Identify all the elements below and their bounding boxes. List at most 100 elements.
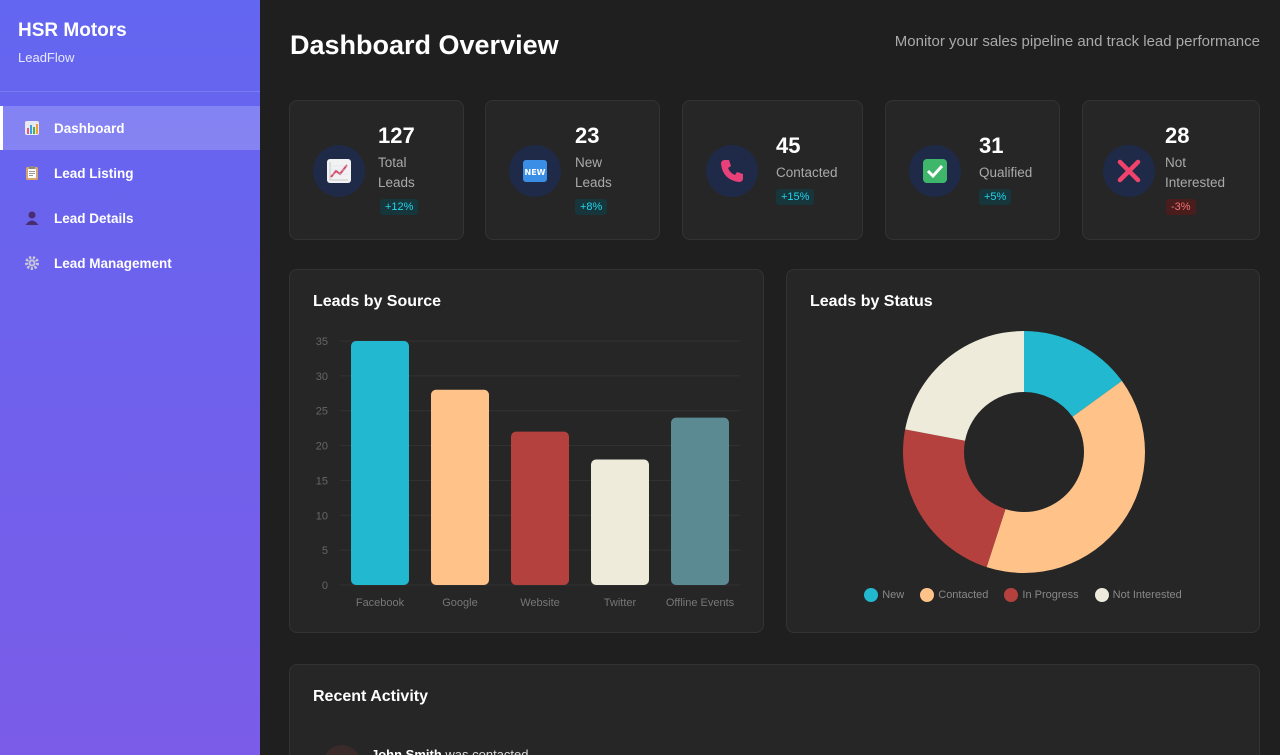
stat-value: 127 [378,123,415,148]
stat-label-line: Not [1165,155,1187,170]
bar[interactable] [351,341,409,585]
legend-label: Contacted [938,589,989,601]
sidebar-item-lead-management[interactable]: Lead Management [0,241,260,285]
y-tick-label: 30 [316,371,328,383]
stat-label-line: Leads [575,175,612,190]
stat-card-total-leads: 127 Total Leads +12% [289,100,464,240]
sidebar-item-label: Lead Management [54,255,172,271]
stat-value: 31 [979,133,1004,158]
recent-activity-card: Recent Activity John Smith was contacted [289,664,1260,755]
y-tick-label: 5 [322,545,328,557]
stat-card-qualified: 31 Qualified +5% [885,100,1060,240]
activity-title: Recent Activity [313,688,428,705]
bar[interactable] [431,389,489,585]
sidebar-item-label: Lead Listing [54,165,134,181]
user-icon [24,210,40,226]
legend-item[interactable]: Contacted [920,588,988,602]
donut-slice[interactable] [986,380,1145,573]
page-title: Dashboard Overview [290,30,559,60]
leads-by-source-card: Leads by Source 0 5 10 15 20 25 30 35 Facebook Go… [289,269,764,633]
brand-subtitle: LeadFlow [18,50,75,65]
x-tick-label: Twitter [604,597,637,609]
legend-label: Not Interested [1112,589,1182,601]
y-tick-label: 15 [316,475,328,487]
brand: HSR Motors LeadFlow [0,0,260,92]
activity-description: was contacted [441,746,529,755]
sidebar-item-label: Dashboard [54,120,125,136]
stat-change-badge: +8% [575,199,608,215]
stat-label-line: Total [378,155,407,170]
x-tick-label: Offline Events [666,597,735,609]
x-tick-label: Website [520,597,560,609]
stat-label-line: Qualified [979,165,1033,180]
bar[interactable] [511,431,569,585]
stat-label: Not Interested [1165,153,1225,193]
sidebar-item-lead-listing[interactable]: Lead Listing [0,151,260,195]
stat-label: New Leads [575,153,612,193]
stat-change-badge: +5% [979,189,1012,205]
cross-icon [1103,145,1155,197]
activity-item: John Smith was contacted [323,737,531,755]
donut-chart [903,331,1145,573]
svg-text:NEW: NEW [525,168,546,177]
chart-title: Leads by Source [313,293,442,310]
main-content: Dashboard Overview Monitor your sales pi… [260,0,1280,755]
activity-user-name[interactable]: John Smith [371,746,442,755]
stat-change-badge: -3% [1166,199,1196,215]
stat-card-not-interested: 28 Not Interested -3% [1082,100,1260,240]
activity-phone-icon [323,745,361,755]
stat-change-badge: +15% [776,189,815,205]
x-tick-label: Google [442,597,477,609]
legend-label: New [882,589,905,601]
bar[interactable] [671,417,729,585]
trend-chart-icon [313,145,365,197]
stat-value: 45 [776,133,801,158]
brand-title: HSR Motors [18,20,127,41]
bar[interactable] [591,459,649,585]
legend-swatch [1094,588,1109,602]
page-subtitle: Monitor your sales pipeline and track le… [894,33,1260,50]
clipboard-icon [24,165,40,181]
check-icon [909,145,961,197]
donut-slice[interactable] [903,429,1006,568]
sidebar-item-label: Lead Details [54,210,134,226]
stat-label-line: New [575,155,603,170]
y-tick-label: 25 [316,406,328,418]
gear-icon [24,255,40,271]
chart-legend: New Contacted In Progress Not Interested [787,588,1259,602]
stat-label: Total Leads [378,153,415,193]
legend-item[interactable]: New [864,588,904,602]
y-tick-label: 0 [322,580,328,592]
legend-swatch [864,588,879,602]
activity-text: John Smith was contacted [371,747,529,755]
stat-card-new-leads: NEW 23 New Leads +8% [485,100,660,240]
y-tick-label: 35 [316,336,328,348]
donut-slice[interactable] [1024,331,1122,417]
donut-slice[interactable] [905,331,1024,441]
stat-label-line: Contacted [776,165,838,180]
stat-value: 23 [575,123,600,148]
chart-title: Leads by Status [810,293,933,310]
sidebar-item-dashboard[interactable]: Dashboard [0,106,260,150]
stat-label-line: Interested [1165,175,1226,190]
x-tick-label: Facebook [356,597,405,609]
legend-swatch [920,588,935,602]
stat-label-line: Leads [378,175,415,190]
phone-icon [706,145,758,197]
legend-item[interactable]: In Progress [1004,588,1079,602]
chart-icon [24,120,40,136]
sidebar-nav: Dashboard Lead Listing Lead Details Lead… [0,106,260,285]
stat-value: 28 [1165,123,1190,148]
stat-label: Qualified [979,163,1032,183]
sidebar: HSR Motors LeadFlow Dashboard Lead Listi… [0,0,260,755]
bar-chart: 0 5 10 15 20 25 30 35 Facebook Google Website Twitt… [316,336,740,609]
y-tick-label: 20 [316,441,328,453]
legend-item[interactable]: Not Interested [1094,588,1182,602]
stat-label: Contacted [776,163,838,183]
new-badge-icon: NEW [509,145,561,197]
sidebar-item-lead-details[interactable]: Lead Details [0,196,260,240]
stat-change-badge: +12% [380,199,419,215]
leads-by-status-card: Leads by Status New Contacted In Progress N… [786,269,1260,633]
legend-label: In Progress [1022,589,1079,601]
stat-card-contacted: 45 Contacted +15% [682,100,863,240]
